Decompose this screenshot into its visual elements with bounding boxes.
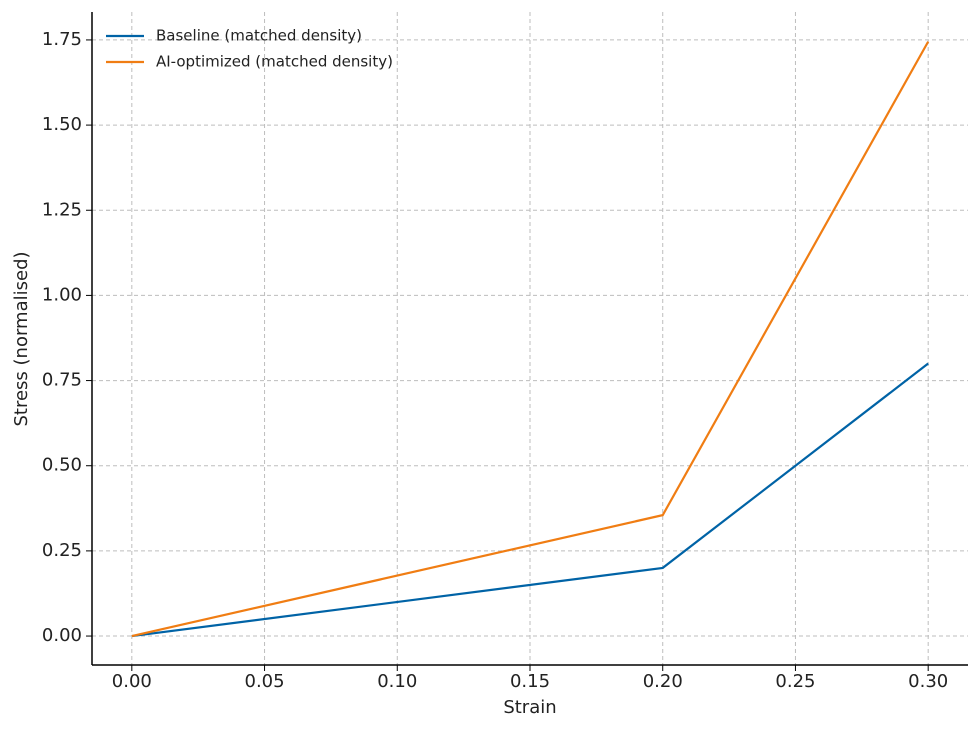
y-tick-label: 0.25: [42, 540, 82, 561]
legend-label: Baseline (matched density): [156, 27, 362, 45]
x-tick-label: 0.10: [377, 671, 417, 692]
x-tick-label: 0.25: [775, 671, 815, 692]
line: [131, 41, 930, 638]
y-tick-label: 0.50: [42, 455, 82, 476]
x-tick-label: 0.05: [245, 671, 285, 692]
y-tick-label: 1.50: [42, 114, 82, 135]
x-tick-label: 0.20: [643, 671, 683, 692]
legend-label: AI-optimized (matched density): [156, 53, 393, 71]
x-tick-label: 0.30: [908, 671, 948, 692]
y-tick-label: 0.75: [42, 370, 82, 391]
x-axis-label: Strain: [503, 697, 556, 718]
y-tick-label: 1.00: [42, 284, 82, 305]
y-tick-label: 0.00: [42, 625, 82, 646]
y-tick-label: 1.75: [42, 29, 82, 50]
y-tick-label: 1.25: [42, 199, 82, 220]
x-tick-label: 0.00: [112, 671, 152, 692]
x-tick-label: 0.15: [510, 671, 550, 692]
line: [131, 362, 929, 638]
y-axis-label: Stress (normalised): [11, 251, 32, 426]
